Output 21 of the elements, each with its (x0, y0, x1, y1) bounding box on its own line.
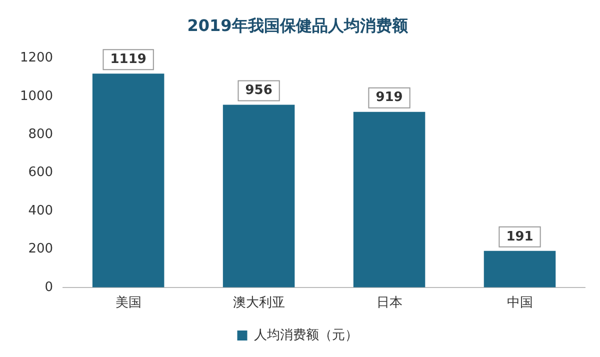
y-tick-label: 400 (28, 203, 54, 218)
chart-title: 2019年我国保健品人均消费额 (187, 16, 409, 35)
y-tick-label: 800 (28, 126, 54, 142)
bar (484, 250, 556, 288)
bar (92, 74, 164, 288)
y-tick-label: 200 (28, 242, 54, 257)
bar (353, 112, 426, 288)
y-tick-label: 0 (44, 280, 54, 295)
y-tick-label: 600 (28, 165, 54, 180)
data-label: 956 (245, 83, 272, 98)
legend-label: 人均消费额（元） (254, 328, 358, 343)
data-label: 1119 (110, 52, 146, 68)
y-tick-label: 1000 (20, 88, 54, 104)
y-tick-label: 1200 (20, 50, 54, 66)
bar (222, 104, 295, 288)
x-tick-label: 美国 (115, 294, 142, 311)
x-tick-label: 日本 (376, 296, 402, 311)
data-label: 919 (376, 90, 403, 106)
data-label: 191 (506, 229, 534, 244)
x-tick-label: 澳大利亚 (232, 296, 285, 311)
x-tick-label: 中国 (506, 296, 533, 311)
